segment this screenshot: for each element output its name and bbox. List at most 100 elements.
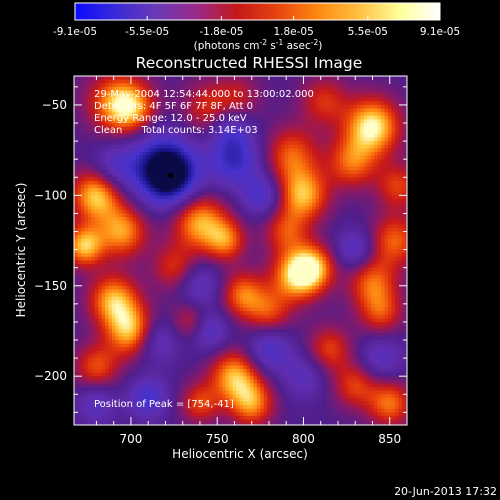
- heatmap-cell: [212, 202, 216, 207]
- heatmap-cell: [167, 292, 172, 298]
- heatmap-cell: [232, 195, 237, 200]
- heatmap-cell: [229, 278, 234, 283]
- heatmap-cell: [236, 274, 241, 279]
- heatmap-cell: [163, 180, 168, 185]
- heatmap-cell: [146, 361, 151, 366]
- heatmap-cell: [132, 296, 137, 301]
- heatmap-cell: [184, 83, 189, 88]
- heatmap-cell: [153, 354, 158, 359]
- heatmap-cell: [229, 372, 234, 377]
- heatmap-cell: [222, 133, 227, 138]
- heatmap-cell: [105, 90, 109, 95]
- heatmap-cell: [167, 253, 172, 258]
- heatmap-cell: [208, 173, 213, 178]
- heatmap-cell: [205, 141, 209, 146]
- heatmap-cell: [184, 238, 189, 243]
- heatmap-cell: [225, 383, 230, 388]
- heatmap-cell: [167, 224, 172, 229]
- heatmap-cell: [174, 332, 178, 337]
- heatmap-cell: [146, 220, 151, 225]
- heatmap-cell: [229, 296, 234, 301]
- heatmap-cell: [194, 104, 199, 109]
- heatmap-cell: [143, 292, 147, 298]
- heatmap-cell: [243, 307, 247, 312]
- heatmap-cell: [80, 224, 85, 229]
- heatmap-cell: [205, 274, 209, 279]
- heatmap-cell: [77, 137, 82, 142]
- heatmap-cell: [149, 198, 154, 203]
- heatmap-cell: [167, 119, 172, 124]
- heatmap-cell: [98, 101, 103, 106]
- heatmap-cell: [205, 224, 209, 229]
- heatmap-cell: [232, 101, 237, 106]
- heatmap-cell: [118, 144, 123, 149]
- heatmap-cell: [198, 325, 203, 330]
- heatmap-cell: [239, 271, 244, 276]
- heatmap-cell: [74, 372, 78, 377]
- heatmap-cell: [156, 213, 161, 218]
- heatmap-cell: [160, 220, 165, 225]
- heatmap-cell: [229, 303, 234, 308]
- heatmap-cell: [115, 350, 120, 355]
- heatmap-cell: [153, 368, 158, 373]
- heatmap-cell: [115, 274, 120, 279]
- heatmap-cell: [236, 256, 241, 261]
- heatmap-cell: [180, 401, 185, 406]
- heatmap-cell: [229, 354, 234, 359]
- heatmap-cell: [232, 361, 237, 366]
- heatmap-cell: [174, 86, 178, 91]
- heatmap-cell: [232, 206, 237, 211]
- heatmap-cell: [174, 311, 178, 316]
- heatmap-cell: [125, 155, 130, 160]
- heatmap-cell: [201, 253, 206, 258]
- heatmap-cell: [98, 235, 103, 240]
- heatmap-cell: [132, 104, 137, 109]
- heatmap-cell: [236, 289, 241, 294]
- heatmap-cell: [180, 307, 185, 312]
- heatmap-cell: [139, 285, 144, 290]
- heatmap-cell: [208, 115, 213, 120]
- heatmap-cell: [84, 115, 89, 120]
- heatmap-cell: [149, 278, 154, 283]
- heatmap-cell: [201, 397, 206, 402]
- heatmap-cell: [84, 159, 89, 164]
- heatmap-cell: [125, 144, 130, 149]
- heatmap-cell: [218, 108, 223, 113]
- heatmap-cell: [108, 394, 113, 399]
- heatmap-cell: [149, 238, 154, 243]
- heatmap-cell: [215, 412, 220, 417]
- heatmap-cell: [239, 350, 244, 355]
- heatmap-cell: [198, 220, 203, 225]
- heatmap-cell: [208, 130, 213, 135]
- heatmap-cell: [205, 119, 209, 124]
- heatmap-cell: [91, 271, 96, 276]
- heatmap-cell: [225, 271, 230, 276]
- heatmap-cell: [198, 173, 203, 178]
- heatmap-cell: [91, 405, 96, 410]
- heatmap-cell: [91, 318, 96, 323]
- heatmap-cell: [153, 115, 158, 120]
- heatmap-cell: [118, 220, 123, 225]
- heatmap-cell: [74, 159, 78, 164]
- heatmap-cell: [111, 180, 116, 185]
- heatmap-cell: [101, 83, 106, 88]
- heatmap-cell: [180, 97, 185, 102]
- heatmap-cell: [108, 123, 113, 128]
- heatmap-cell: [208, 336, 213, 341]
- heatmap-cell: [170, 376, 175, 381]
- heatmap-cell: [156, 170, 161, 175]
- heatmap-cell: [246, 423, 251, 425]
- heatmap-cell: [246, 300, 251, 305]
- heatmap-cell: [115, 166, 120, 171]
- heatmap-cell: [94, 151, 99, 156]
- heatmap-cell: [153, 137, 158, 142]
- heatmap-cell: [77, 318, 82, 323]
- heatmap-cell: [94, 256, 99, 261]
- heatmap-cell: [143, 123, 147, 128]
- heatmap-cell: [105, 119, 109, 124]
- heatmap-cell: [174, 274, 178, 279]
- heatmap-cell: [180, 86, 185, 91]
- heatmap-cell: [143, 394, 147, 399]
- heatmap-cell: [229, 358, 234, 363]
- heatmap-cell: [91, 325, 96, 330]
